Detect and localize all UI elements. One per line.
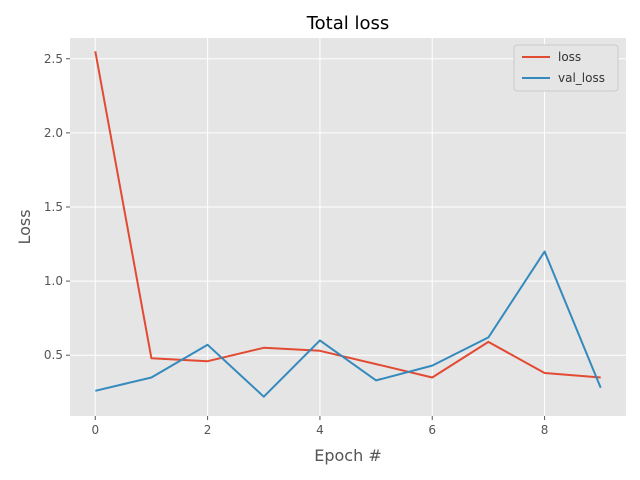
x-tick-label: 0 xyxy=(91,423,99,437)
x-tick-label: 6 xyxy=(428,423,436,437)
x-tick-label: 8 xyxy=(541,423,549,437)
x-axis-label: Epoch # xyxy=(314,446,381,465)
series-line-val-loss xyxy=(95,250,602,398)
y-tick-label: 0.5 xyxy=(44,348,63,362)
series-line-loss xyxy=(94,51,601,379)
y-tick-label: 2.5 xyxy=(44,52,63,66)
y-tick-label: 1.0 xyxy=(44,274,63,288)
chart-title: Total loss xyxy=(306,13,390,34)
axis-ticks: 0 2 4 6 8 0.5 1.0 1.5 2.0 2.5 xyxy=(44,52,548,437)
series-lines xyxy=(94,51,602,398)
y-tick-label: 1.5 xyxy=(44,200,63,214)
legend-label-val-loss: val_loss xyxy=(558,71,605,85)
legend: loss val_loss xyxy=(513,44,619,92)
legend-label-loss: loss xyxy=(558,50,581,64)
x-tick-label: 2 xyxy=(204,423,212,437)
y-tick-label: 2.0 xyxy=(44,126,63,140)
plot-area xyxy=(70,38,626,416)
y-axis-label: Loss xyxy=(15,209,34,244)
x-tick-label: 4 xyxy=(316,423,324,437)
